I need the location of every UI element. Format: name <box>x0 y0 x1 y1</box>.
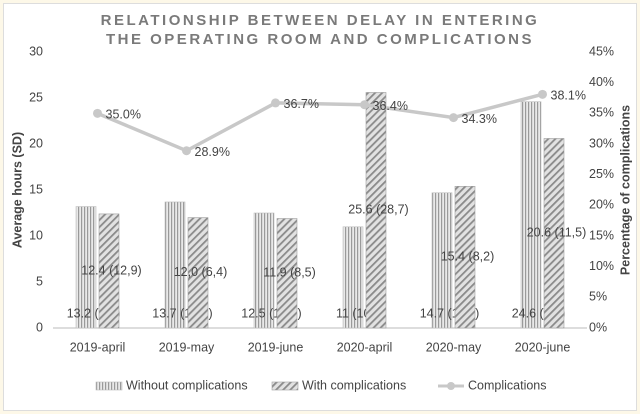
y2-tick-label: 40% <box>589 75 614 89</box>
line-point <box>93 108 102 118</box>
bar <box>543 138 565 329</box>
line-point <box>271 98 280 108</box>
y2-tick-label: 25% <box>589 167 614 181</box>
data-label: 28.9% <box>195 145 230 159</box>
data-label: 20.6 (11,5) <box>527 226 587 240</box>
line-point <box>182 146 191 156</box>
x-tick-label: 2019-june <box>248 340 304 354</box>
y-tick-label: 20 <box>29 136 43 150</box>
legend-label: With complications <box>302 378 406 392</box>
data-label: 38.1% <box>551 89 586 103</box>
legend-label: Complications <box>468 378 547 392</box>
x-tick-label: 2020-june <box>515 340 571 354</box>
line <box>96 92 543 153</box>
bar <box>98 213 120 329</box>
y2-tick-label: 0% <box>589 320 607 334</box>
bar <box>253 212 275 329</box>
y2-axis-title: Percentage of complications <box>618 105 632 275</box>
legend-swatch <box>95 381 123 391</box>
y2-tick-label: 5% <box>589 290 607 304</box>
x-tick-label: 2020-may <box>426 340 482 354</box>
legend-swatch <box>447 382 455 390</box>
y-axis-title: Average hours (SD) <box>10 132 24 248</box>
legend-swatch <box>271 381 299 391</box>
x-tick-label: 2019-may <box>159 340 215 354</box>
y2-tick-label: 10% <box>589 259 614 273</box>
bar <box>454 186 476 329</box>
y2-tick-label: 20% <box>589 198 614 212</box>
bar <box>431 192 453 329</box>
y2-tick-label: 45% <box>589 44 614 58</box>
data-label: 12,0 (6,4) <box>174 265 228 279</box>
bar <box>365 92 387 329</box>
y-tick-label: 25 <box>29 90 43 104</box>
data-label: 15.4 (8,2) <box>441 249 495 263</box>
data-label: 25.6 (28,7) <box>348 203 408 217</box>
data-label: 36.4% <box>373 99 408 113</box>
x-tick-label: 2019-april <box>70 340 126 354</box>
data-label: 11.9 (8,5) <box>263 266 316 280</box>
line-point <box>360 100 369 110</box>
y2-tick-label: 30% <box>589 136 614 150</box>
y-tick-label: 30 <box>29 44 43 58</box>
bar <box>342 226 364 329</box>
line-point <box>538 89 547 99</box>
y-tick-label: 0 <box>36 320 43 334</box>
data-label: 12.4 (12,9) <box>81 263 141 277</box>
bar <box>276 218 298 329</box>
data-label: 36.7% <box>284 97 319 111</box>
legend-label: Without complications <box>126 378 248 392</box>
y-tick-label: 10 <box>29 228 43 242</box>
bar <box>164 201 186 329</box>
line-point <box>449 113 458 123</box>
x-tick-label: 2020-april <box>337 340 393 354</box>
y2-tick-label: 15% <box>589 228 614 242</box>
bar <box>75 206 97 329</box>
data-label: 35.0% <box>106 108 141 122</box>
chart-title: RELATIONSHIP BETWEEN DELAY IN ENTERING T… <box>100 12 540 48</box>
data-label: 34.3% <box>462 112 497 126</box>
y-tick-label: 15 <box>29 182 43 196</box>
bar <box>520 101 542 329</box>
y-tick-label: 5 <box>36 274 43 288</box>
y2-tick-label: 35% <box>589 106 614 120</box>
bar <box>187 217 209 329</box>
